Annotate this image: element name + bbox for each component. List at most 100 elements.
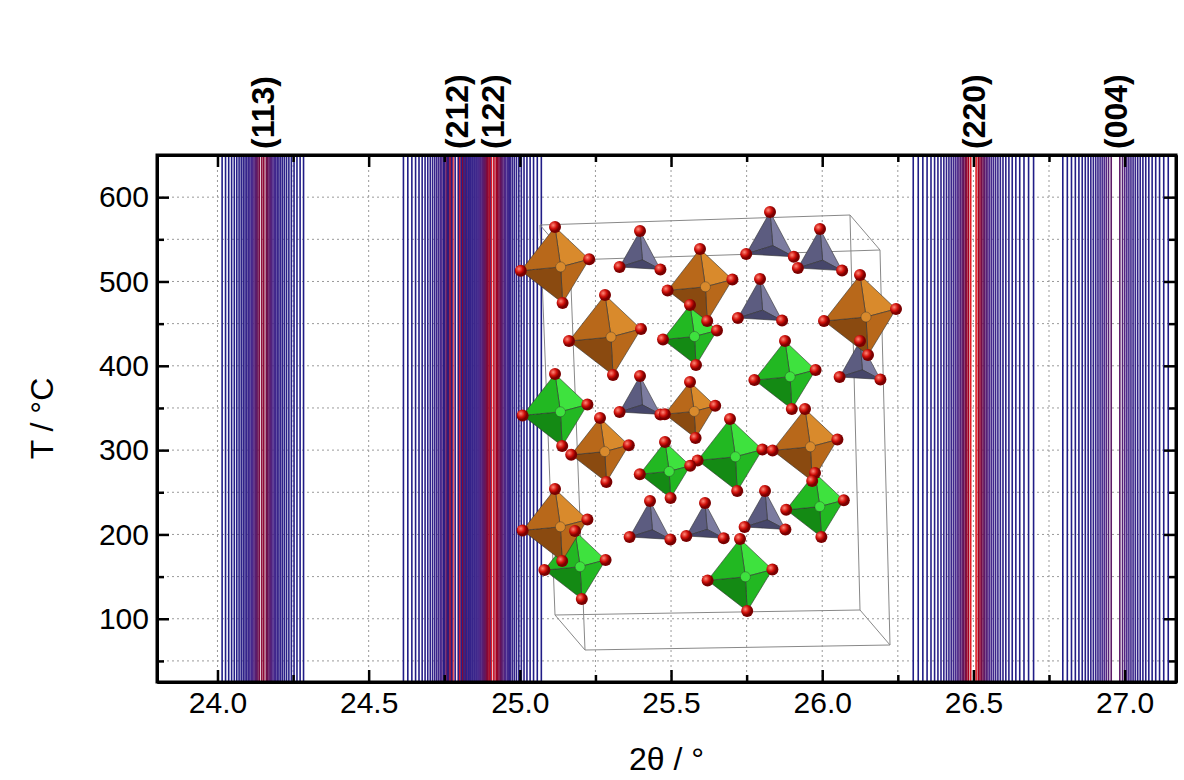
oxygen-atom (662, 284, 674, 296)
cation (575, 562, 585, 572)
contour-line (256, 155, 258, 682)
tick: 26.5 (945, 670, 1003, 719)
oxygen-atom (659, 436, 671, 448)
contour-line (477, 155, 479, 682)
contour-line (268, 155, 270, 682)
oxygen-atom (549, 483, 561, 495)
oxygen-atom (694, 243, 706, 255)
contour-line (930, 155, 932, 682)
oxygen-atom (583, 253, 595, 265)
octahedron (786, 473, 844, 537)
tick: 25.5 (642, 670, 700, 719)
contour-line (490, 155, 492, 682)
axes: 24.024.525.025.526.026.527.0100200300400… (99, 155, 1177, 719)
contour-line (473, 155, 475, 682)
grid-line (157, 407, 1176, 408)
octahedron (665, 382, 715, 438)
contour-line (445, 155, 447, 682)
oxygen-atom (732, 312, 744, 324)
cation (700, 282, 710, 292)
tick (1164, 534, 1176, 535)
octahedron (523, 489, 588, 561)
contour-line (970, 155, 972, 682)
contour-line (443, 155, 445, 682)
polyhedron-face (523, 527, 563, 561)
contour-line (487, 155, 489, 682)
contour-line (267, 155, 269, 682)
contour-line (1002, 155, 1004, 682)
oxygen-atom (818, 315, 830, 327)
contour-line (985, 155, 987, 682)
peak-labels: (113)(212)(122)(220)(004) (245, 74, 1134, 149)
tick: 26.0 (794, 670, 852, 719)
grid-line (1124, 155, 1125, 682)
contour-line (270, 155, 272, 682)
oxygen-atom (831, 434, 843, 446)
cation (740, 572, 750, 582)
oxygen-atom (854, 335, 866, 347)
contour-line (484, 155, 486, 682)
oxygen-atom (624, 531, 636, 543)
tick-mark (1164, 196, 1176, 199)
oxygen-atom (607, 369, 619, 381)
contour-line (963, 155, 965, 682)
contour-line (493, 155, 495, 682)
polyhedron-face (523, 489, 561, 530)
tick: 25.0 (491, 670, 549, 719)
contour-line (1093, 155, 1095, 682)
contour-line (989, 155, 991, 682)
contour-line (487, 155, 489, 682)
contour-line (960, 155, 962, 682)
cation (690, 332, 700, 342)
contour-line (451, 155, 453, 682)
cation (815, 502, 825, 512)
contours (222, 155, 1168, 682)
chart: 24.024.525.025.526.026.527.0100200300400… (0, 0, 1184, 780)
contour-line (464, 155, 466, 682)
grid-line (444, 155, 445, 682)
contour-line (505, 155, 507, 682)
contour-line (454, 155, 456, 682)
tick: 27.0 (1096, 670, 1154, 719)
tick-mark (1164, 281, 1176, 284)
oxygen-atom (726, 274, 738, 286)
contour-line (1067, 155, 1069, 682)
oxygen-atom (644, 495, 656, 507)
oxygen-atom (654, 263, 666, 275)
oxygen-atom (764, 206, 776, 218)
contour-line (461, 155, 463, 682)
oxygen-atom (759, 485, 771, 497)
contour-line (508, 155, 510, 682)
oxygen-atom (767, 444, 779, 456)
contour-line (979, 155, 981, 682)
cation (664, 466, 674, 476)
tick-mark (973, 670, 976, 682)
oxygen-atom (814, 223, 826, 235)
grid-line (157, 239, 1176, 240)
contour-line (1159, 155, 1161, 682)
oxygen-atom (779, 523, 791, 535)
contour-line (953, 155, 955, 682)
peak-contours (222, 155, 303, 682)
oxygen-atom (517, 409, 529, 421)
polyhedron-face (521, 227, 561, 271)
octahedron (708, 539, 773, 611)
contour-line (449, 155, 451, 682)
contour-line (991, 155, 993, 682)
contour-line (228, 155, 230, 682)
contour-line (1151, 155, 1153, 682)
contour-line (432, 155, 434, 682)
oxygen-atom (792, 262, 804, 274)
grid-line (157, 281, 1176, 282)
oxygen-atom (614, 406, 626, 418)
contour-line (1078, 155, 1080, 682)
contour-line (236, 155, 238, 682)
contour-line (246, 155, 248, 682)
contour-line (1130, 155, 1132, 682)
oxygen-atom (581, 399, 593, 411)
contour-line (1075, 155, 1077, 682)
oxygen-atom (680, 530, 692, 542)
peak-contours (444, 155, 541, 682)
oxygen-atom (711, 325, 723, 337)
contour-line (482, 155, 484, 682)
